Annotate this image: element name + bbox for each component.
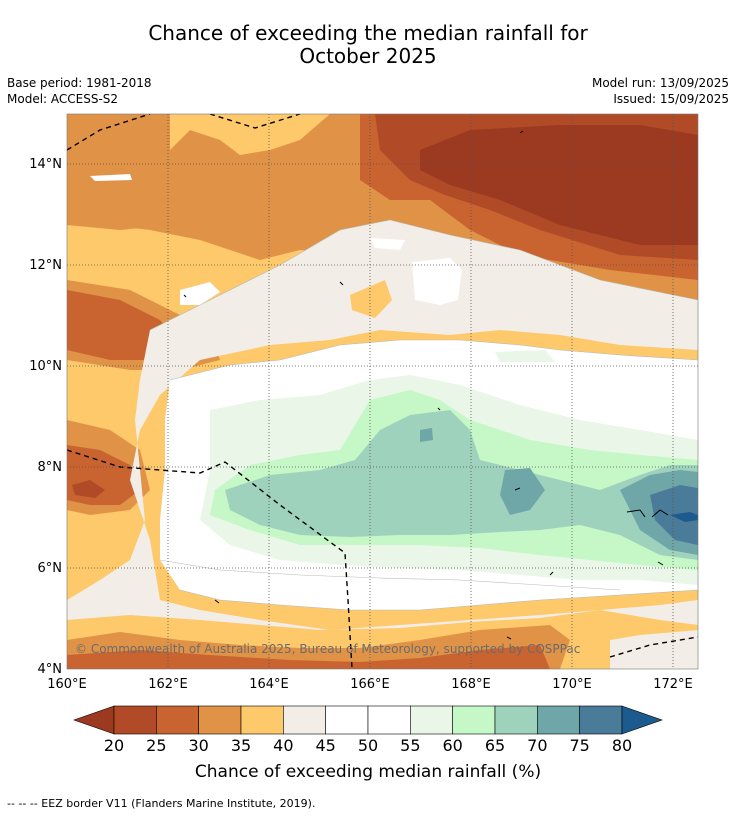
lon-label: 170°E: [552, 677, 592, 692]
lat-label: 10°N: [29, 359, 62, 374]
rainfall-probability-field: [67, 114, 698, 669]
latitude-labels: 14°N 12°N 10°N 8°N 6°N 4°N: [29, 157, 62, 677]
model-name: Model: ACCESS-S2: [7, 92, 119, 106]
lon-label: 166°E: [350, 677, 390, 692]
title-line-2: October 2025: [299, 44, 437, 68]
colorbar-segment: [156, 705, 199, 735]
lat-label: 6°N: [38, 561, 63, 576]
lat-label: 14°N: [29, 157, 62, 172]
meta-right: Model run: 13/09/2025 Issued: 15/09/2025: [592, 75, 729, 107]
model-run: Model run: 13/09/2025: [591, 76, 729, 90]
map-frame: [66, 113, 699, 670]
colorbar-tick-label: 55: [400, 736, 421, 755]
colorbar-tick-label: 45: [315, 736, 336, 755]
island-coastlines: [183, 130, 669, 640]
colorbar-tick-label: 30: [188, 736, 209, 755]
eez-footnote: -- -- -- EEZ border V11 (Flanders Marine…: [7, 797, 316, 810]
issued-date: Issued: 15/09/2025: [613, 92, 729, 106]
colorbar-segment: [494, 705, 538, 735]
lon-label: 172°E: [653, 677, 693, 692]
colorbar-tick-label: 50: [357, 736, 379, 755]
lat-label: 4°N: [38, 662, 63, 677]
colorbar-tick-label: 70: [527, 736, 548, 755]
colorbar: [73, 705, 663, 735]
colorbar-title: Chance of exceeding median rainfall (%): [194, 762, 542, 782]
colorbar-segment: [410, 705, 453, 735]
colorbar-tick-label: 20: [103, 736, 125, 755]
graticule: [67, 114, 698, 669]
colorbar-segment: [325, 705, 369, 735]
colorbar-segment: [367, 705, 411, 735]
longitude-labels: 160°E 162°E 164°E 166°E 168°E 170°E 172°…: [47, 677, 693, 692]
colorbar-over-triangle: [621, 705, 663, 735]
map-figure: © Commonwealth of Australia 2025, Bureau…: [29, 113, 699, 735]
lon-label: 164°E: [249, 677, 289, 692]
colorbar-tick-label: 40: [273, 736, 294, 755]
copyright-text: © Commonwealth of Australia 2025, Bureau…: [75, 642, 580, 656]
colorbar-tick-label: 75: [569, 736, 590, 755]
title-line-1: Chance of exceeding the median rainfall …: [148, 21, 588, 45]
lat-label: 12°N: [29, 258, 62, 273]
lon-label: 168°E: [451, 677, 491, 692]
colorbar-tick-label: 60: [442, 736, 463, 755]
colorbar-under-triangle: [73, 705, 115, 735]
map-title: Chance of exceeding the median rainfall …: [0, 22, 736, 68]
colorbar-tick-labels: 20 25 30 35 40 45 50 55 60 65 70 75 80: [0, 736, 736, 756]
eez-border-lines: [67, 114, 698, 669]
lon-label: 160°E: [47, 677, 87, 692]
colorbar-segment: [579, 705, 623, 735]
colorbar-segment: [283, 705, 326, 735]
lat-label: 8°N: [38, 460, 63, 475]
lon-label: 162°E: [148, 677, 188, 692]
colorbar-tick-label: 65: [484, 736, 506, 755]
meta-left: Base period: 1981-2018 Model: ACCESS-S2: [7, 75, 152, 107]
colorbar-segment: [452, 705, 496, 735]
colorbar-tick-label: 80: [611, 736, 633, 755]
colorbar-tick-label: 35: [230, 736, 252, 755]
colorbar-segment: [537, 705, 580, 735]
colorbar-segment: [240, 705, 284, 735]
base-period: Base period: 1981-2018: [7, 76, 152, 90]
colorbar-segment: [113, 705, 157, 735]
colorbar-segment: [198, 705, 242, 735]
colorbar-tick-label: 25: [146, 736, 167, 755]
